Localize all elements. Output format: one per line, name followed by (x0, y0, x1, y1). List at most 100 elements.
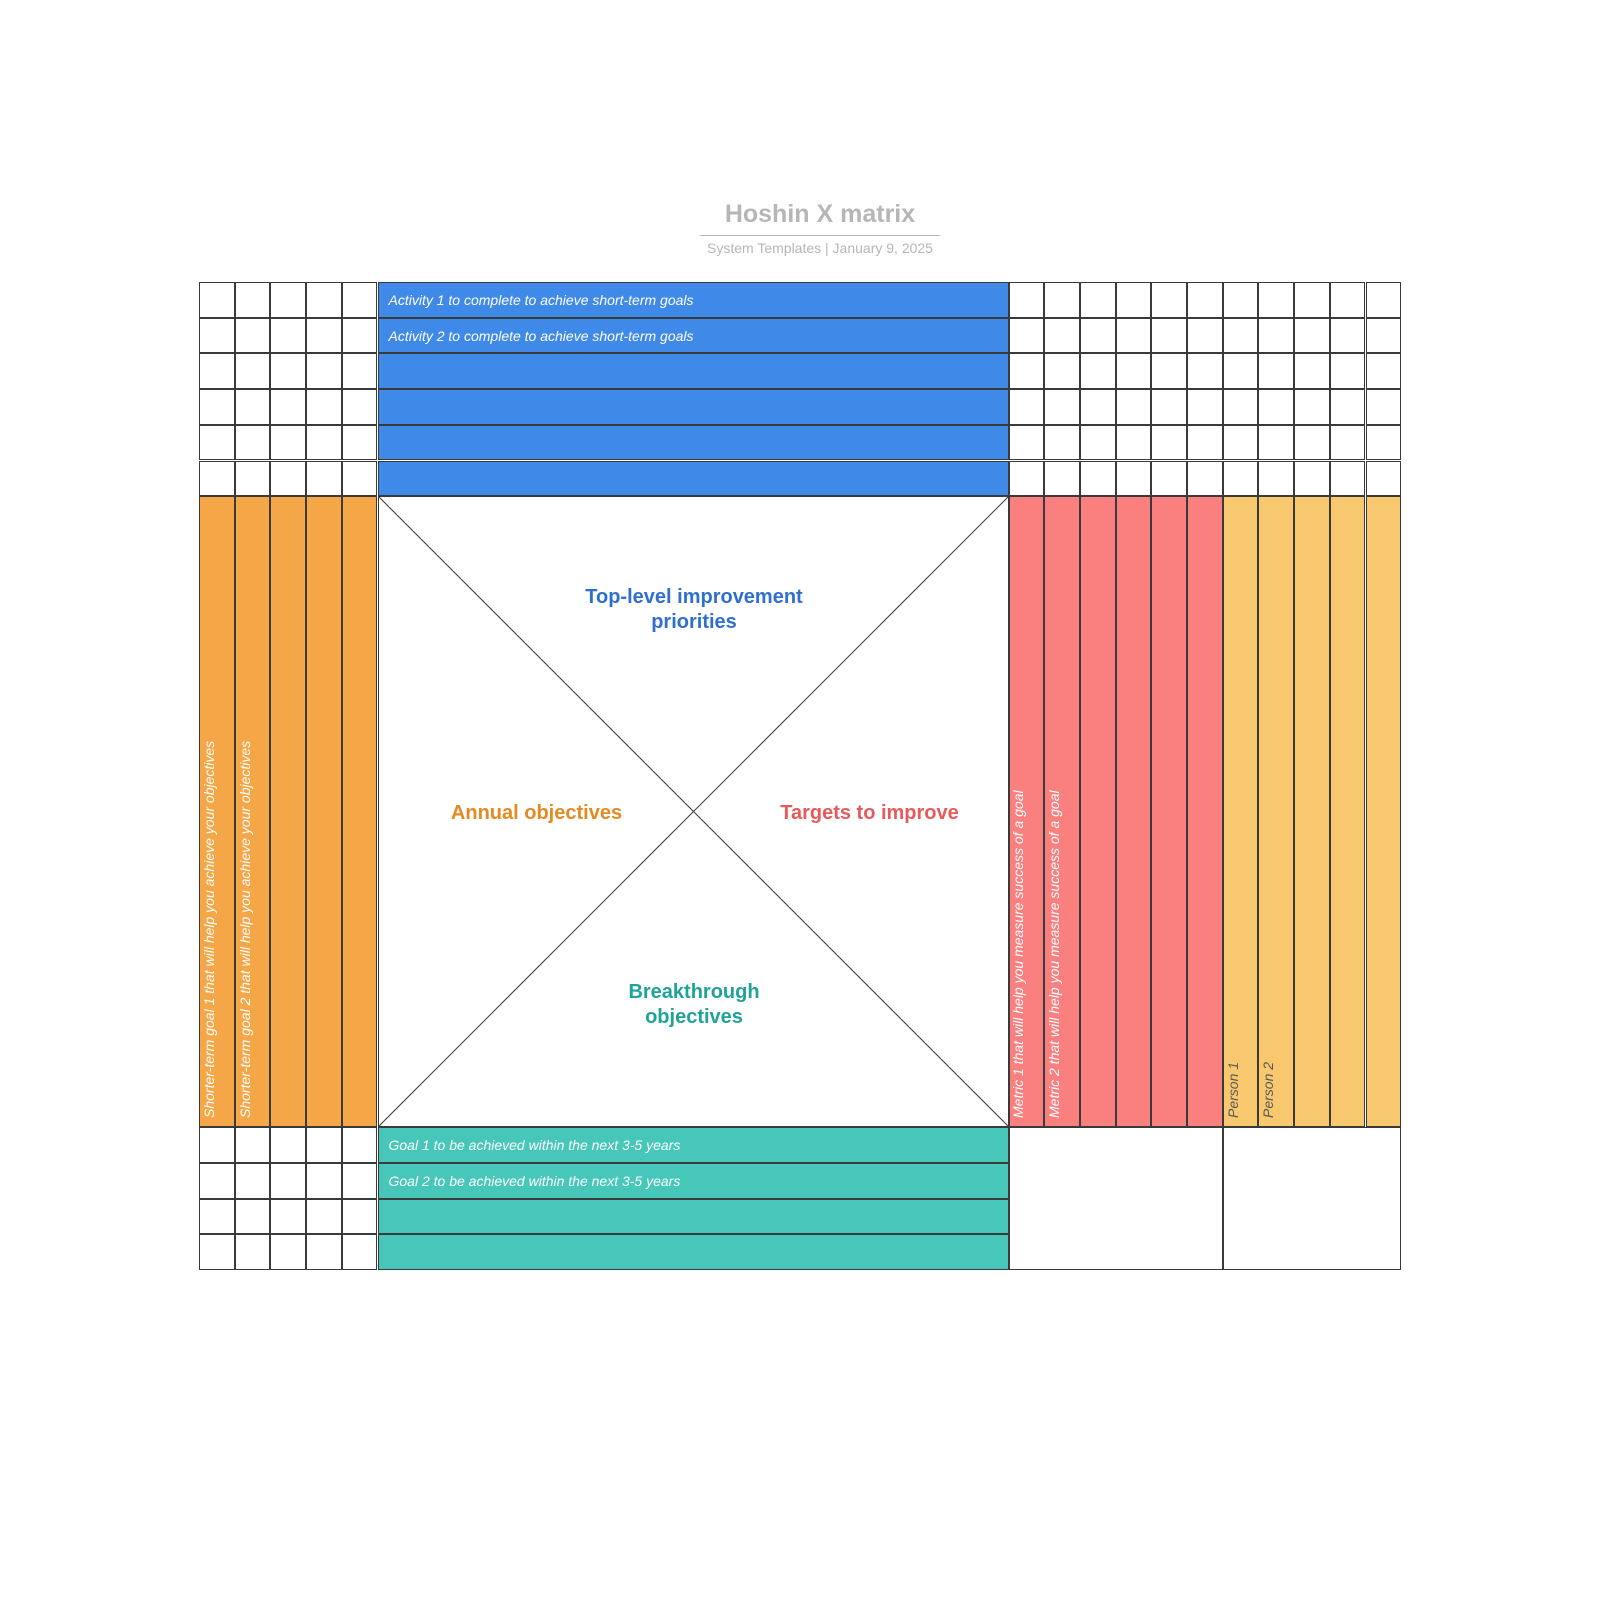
annual-objective-col[interactable] (342, 496, 378, 1127)
corner-tl-cell (306, 389, 342, 425)
corner-bl-cell (199, 1163, 235, 1199)
metric-col[interactable] (1116, 496, 1152, 1127)
corner-tr-cell (1044, 282, 1080, 318)
activity-row[interactable] (378, 425, 1009, 461)
corner-tr-cell (1116, 318, 1152, 354)
corner-tr-cell (1258, 282, 1294, 318)
corner-bl-cell (235, 1127, 271, 1163)
breakthrough-row[interactable] (378, 1234, 1009, 1270)
activity-row[interactable] (378, 461, 1009, 497)
corner-tr-cell (1044, 389, 1080, 425)
person-col[interactable] (1294, 496, 1330, 1127)
annual-objective-col[interactable]: Shorter-term goal 2 that will help you a… (235, 496, 271, 1127)
person-col[interactable]: Person 2 (1258, 496, 1294, 1127)
corner-tr-cell (1187, 282, 1223, 318)
corner-bl-cell (306, 1234, 342, 1270)
corner-tl-cell (306, 282, 342, 318)
corner-tr-cell (1294, 425, 1330, 461)
corner-tr-cell (1366, 353, 1402, 389)
corner-tl-cell (270, 282, 306, 318)
hoshin-matrix: Activity 1 to complete to achieve short-… (199, 282, 1401, 1270)
corner-tr-cell (1366, 282, 1402, 318)
corner-tr-cell (1330, 461, 1366, 497)
label-top: Top-level improvement priorities (554, 585, 834, 635)
corner-tl-cell (342, 318, 378, 354)
corner-tr-cell (1258, 389, 1294, 425)
corner-bl-cell (342, 1163, 378, 1199)
corner-bl-cell (199, 1127, 235, 1163)
corner-tl-cell (342, 282, 378, 318)
metric-col[interactable] (1151, 496, 1187, 1127)
corner-tr-cell (1151, 461, 1187, 497)
title-underline (700, 235, 940, 236)
corner-tl-cell (270, 461, 306, 497)
corner-tl-cell (270, 389, 306, 425)
corner-tr-cell (1187, 425, 1223, 461)
corner-tr-cell (1187, 461, 1223, 497)
corner-tl-cell (235, 389, 271, 425)
person-col[interactable] (1330, 496, 1366, 1127)
activity-row[interactable] (378, 389, 1009, 425)
corner-bl-cell (270, 1163, 306, 1199)
corner-tr-cell (1294, 318, 1330, 354)
corner-tr-cell (1009, 353, 1045, 389)
corner-tr-cell (1044, 353, 1080, 389)
corner-tl-cell (199, 353, 235, 389)
corner-tr-cell (1187, 353, 1223, 389)
corner-tr-cell (1009, 425, 1045, 461)
person-col[interactable]: Person 1 (1223, 496, 1259, 1127)
corner-tr-cell (1116, 461, 1152, 497)
corner-tr-cell (1223, 318, 1259, 354)
corner-tr-cell (1223, 353, 1259, 389)
corner-tr-cell (1258, 461, 1294, 497)
corner-tr-cell (1258, 353, 1294, 389)
annual-objective-col[interactable]: Shorter-term goal 1 that will help you a… (199, 496, 235, 1127)
corner-tl-cell (342, 353, 378, 389)
corner-tr-cell (1294, 389, 1330, 425)
annual-objective-col[interactable] (270, 496, 306, 1127)
corner-tr-cell (1044, 425, 1080, 461)
metric-col[interactable]: Metric 1 that will help you measure succ… (1009, 496, 1045, 1127)
corner-tr-cell (1330, 389, 1366, 425)
breakthrough-row[interactable] (378, 1199, 1009, 1235)
corner-tl-cell (342, 461, 378, 497)
activity-row[interactable] (378, 353, 1009, 389)
corner-tl-cell (199, 282, 235, 318)
corner-tr-cell (1044, 461, 1080, 497)
breakthrough-row[interactable]: Goal 2 to be achieved within the next 3-… (378, 1163, 1009, 1199)
corner-tr-cell (1151, 353, 1187, 389)
center-x: Top-level improvement prioritiesAnnual o… (378, 496, 1009, 1127)
metric-col[interactable]: Metric 2 that will help you measure succ… (1044, 496, 1080, 1127)
corner-tl-cell (270, 353, 306, 389)
label-bottom: Breakthrough objectives (584, 980, 804, 1030)
corner-tr-cell (1366, 389, 1402, 425)
breakthrough-row[interactable]: Goal 1 to be achieved within the next 3-… (378, 1127, 1009, 1163)
page-subtitle: System Templates | January 9, 2025 (700, 240, 940, 256)
corner-tr-cell (1080, 461, 1116, 497)
corner-bl-cell (342, 1234, 378, 1270)
corner-bl-cell (235, 1199, 271, 1235)
corner-tl-cell (342, 389, 378, 425)
corner-tr-cell (1009, 461, 1045, 497)
annual-objective-col[interactable] (306, 496, 342, 1127)
activity-row[interactable]: Activity 1 to complete to achieve short-… (378, 282, 1009, 318)
metric-col[interactable] (1080, 496, 1116, 1127)
page-title: Hoshin X matrix (700, 200, 940, 229)
corner-bl-cell (199, 1234, 235, 1270)
corner-tl-cell (270, 318, 306, 354)
corner-tl-cell (199, 318, 235, 354)
corner-tr-cell (1151, 318, 1187, 354)
corner-tr-cell (1366, 425, 1402, 461)
label-right: Targets to improve (750, 801, 990, 826)
corner-tl-cell (235, 282, 271, 318)
corner-tr-cell (1080, 282, 1116, 318)
corner-bl-cell (235, 1163, 271, 1199)
metric-col[interactable] (1187, 496, 1223, 1127)
corner-tl-cell (235, 353, 271, 389)
corner-bl-cell (342, 1127, 378, 1163)
corner-tr-cell (1151, 389, 1187, 425)
activity-row[interactable]: Activity 2 to complete to achieve short-… (378, 318, 1009, 354)
corner-tr-cell (1080, 425, 1116, 461)
corner-br-block-metrics (1009, 1127, 1223, 1270)
person-col[interactable] (1366, 496, 1402, 1127)
